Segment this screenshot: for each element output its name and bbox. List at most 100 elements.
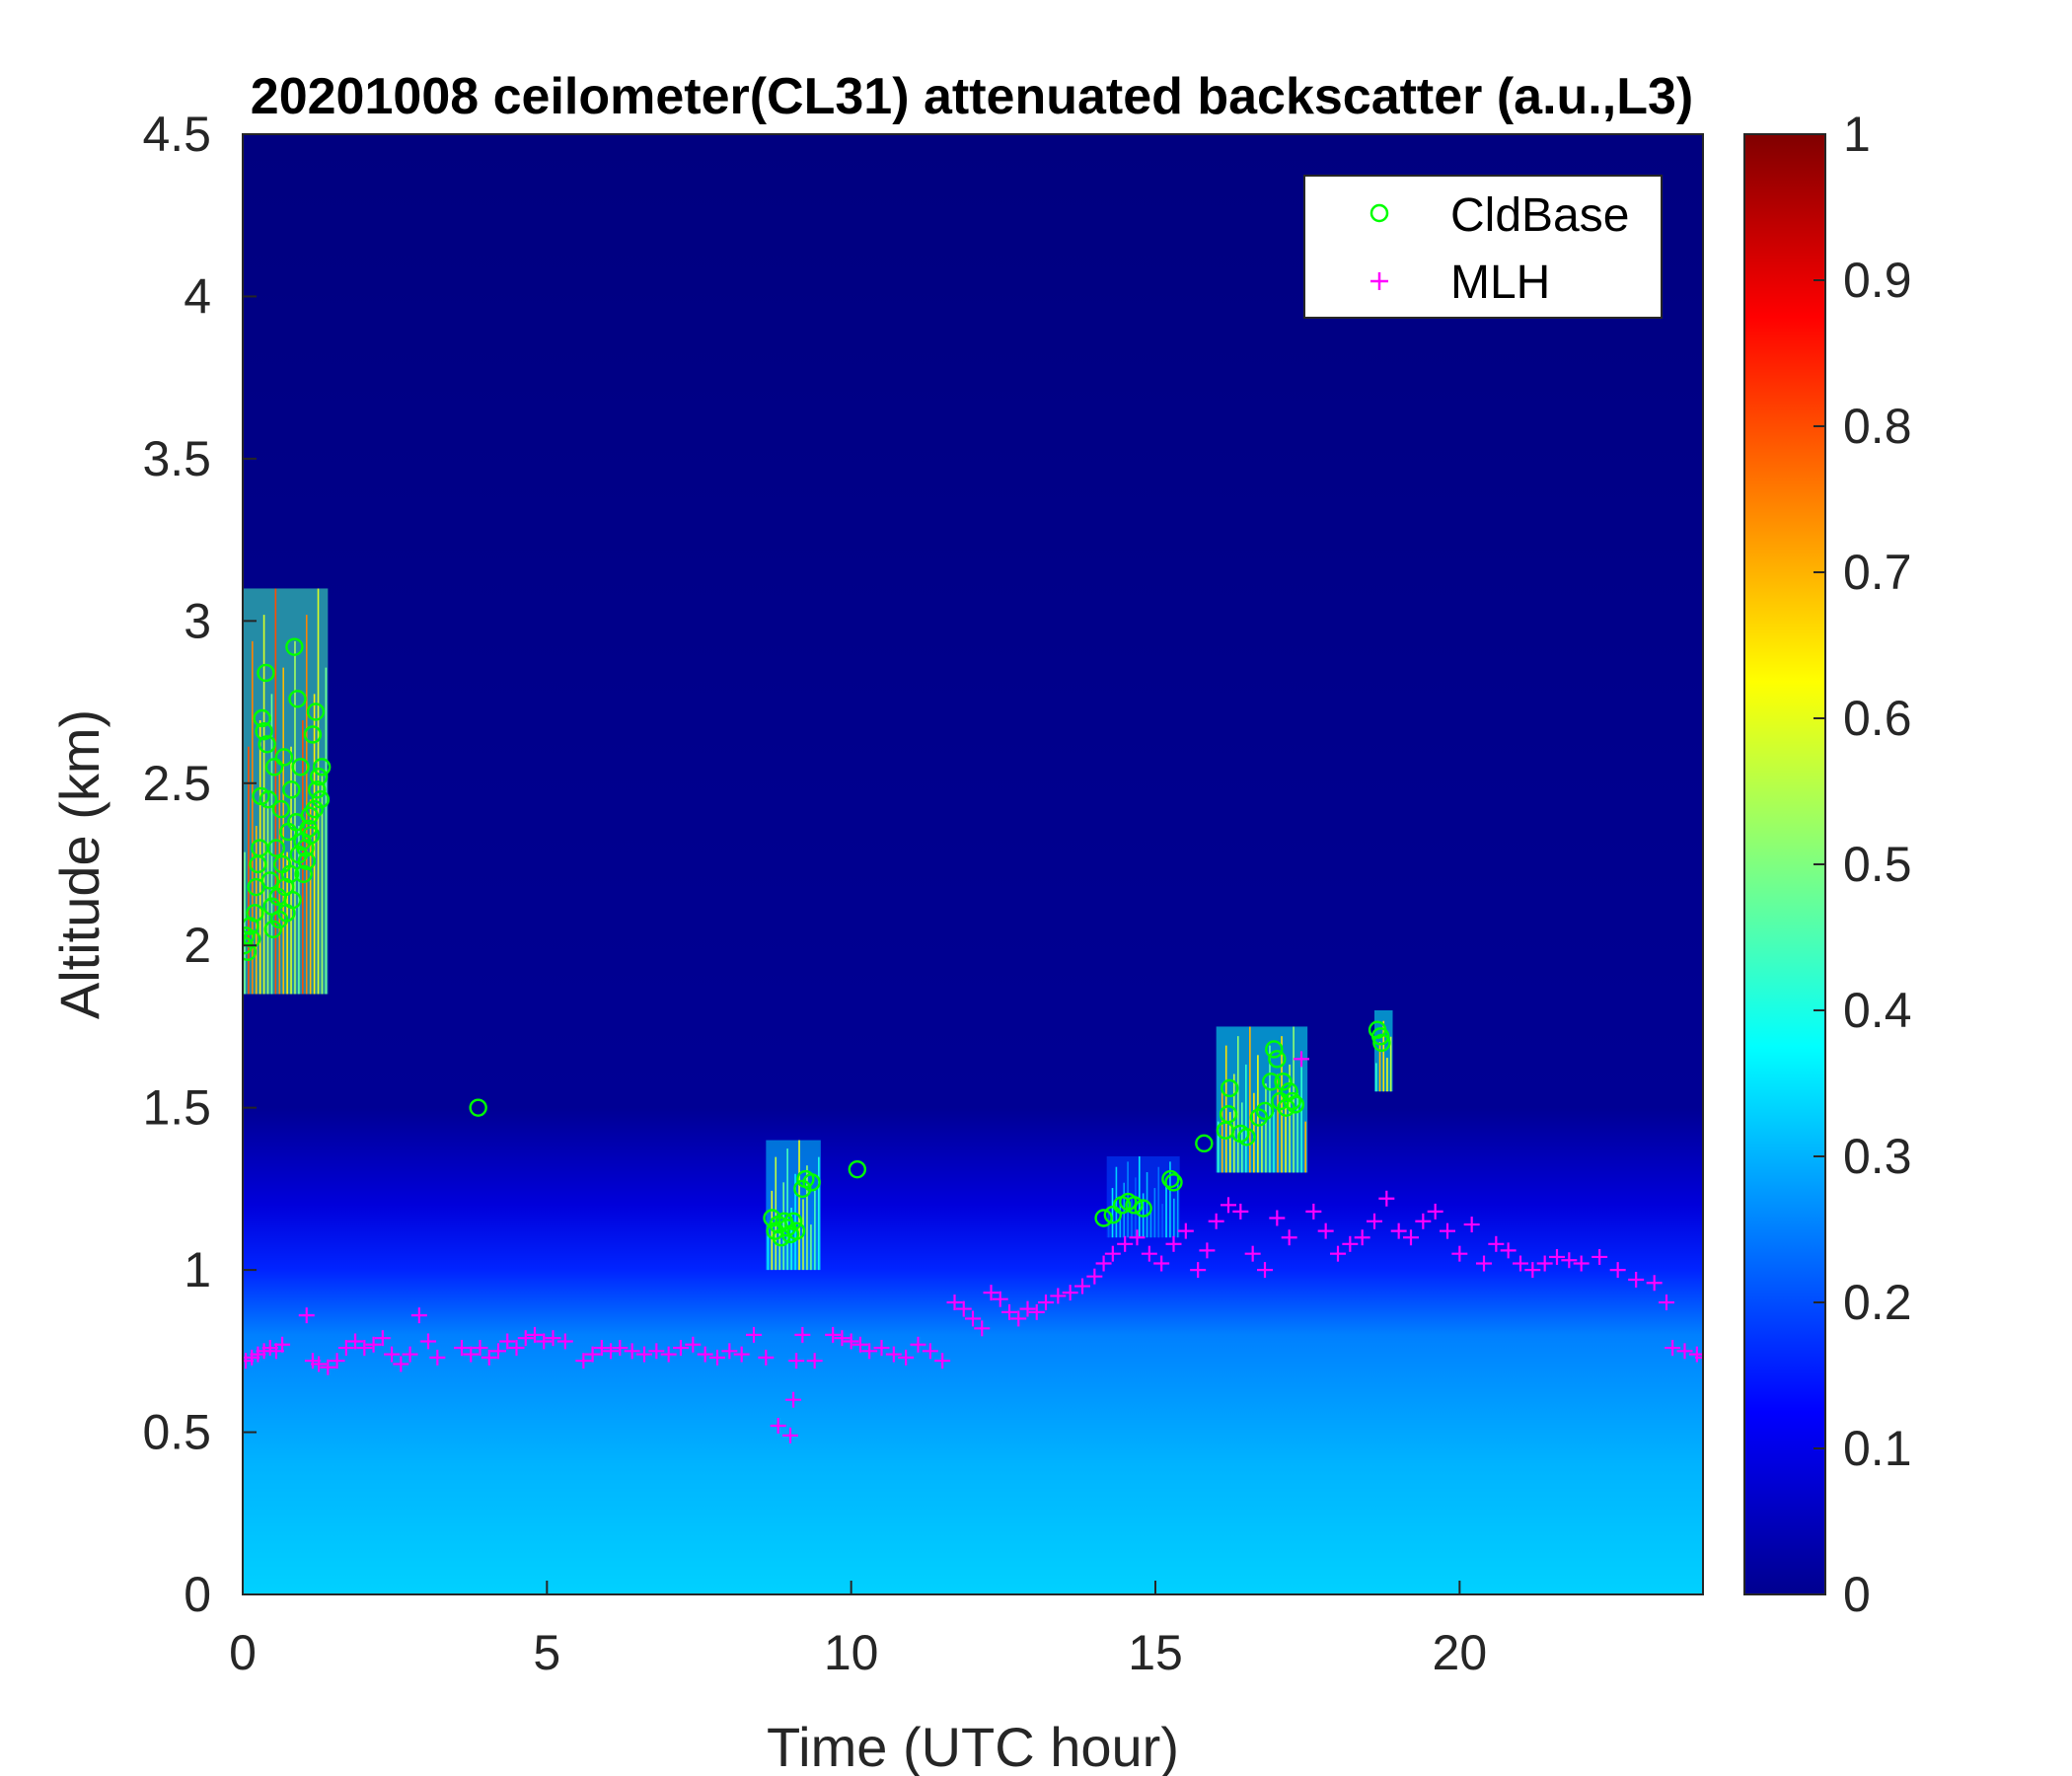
y-tick-label: 2.5	[142, 756, 211, 811]
cldbase-point	[1370, 1027, 1390, 1046]
mlh-point	[481, 1349, 497, 1366]
x-axis-label: Time (UTC hour)	[767, 1716, 1179, 1776]
mlh-point	[1573, 1255, 1590, 1272]
mlh-point	[1305, 1203, 1322, 1220]
cldbase-point	[1094, 1209, 1113, 1227]
colorbar-tick-label: 0.4	[1843, 983, 1912, 1038]
mlh-point	[1354, 1229, 1370, 1246]
cldbase-point	[274, 748, 294, 767]
cldbase-point	[1221, 1078, 1239, 1098]
mlh-point	[556, 1333, 573, 1350]
mlh-point	[1676, 1343, 1693, 1360]
mlh-point	[536, 1333, 553, 1350]
cldbase-point	[246, 904, 264, 923]
cldbase-point	[1164, 1173, 1183, 1192]
colorbar-tick-label: 0.1	[1843, 1421, 1912, 1476]
mlh-point	[733, 1346, 750, 1363]
colorbar-tick-label: 1	[1843, 107, 1871, 162]
mlh-point	[721, 1343, 738, 1360]
mlh-point	[1010, 1310, 1027, 1327]
mlh-point	[636, 1346, 652, 1363]
y-tick-label: 2	[184, 918, 211, 973]
mlh-point	[1549, 1248, 1565, 1265]
mlh-point	[499, 1333, 516, 1350]
mlh-point	[1427, 1203, 1443, 1220]
mlh-point	[1294, 1051, 1309, 1068]
chart-title: 20201008 ceilometer(CL31) attenuated bac…	[251, 68, 1693, 125]
mlh-point	[1524, 1262, 1541, 1279]
cldbase-point	[266, 839, 286, 857]
mlh-point	[365, 1336, 382, 1353]
mlh-point	[1415, 1213, 1432, 1229]
heatmap-background	[243, 134, 1703, 1594]
mlh-point	[1165, 1235, 1182, 1252]
mlh-point	[1330, 1245, 1346, 1262]
mlh-point	[922, 1343, 938, 1360]
colorbar-tick-label: 0.7	[1843, 545, 1912, 600]
legend-cldbase-label: CldBase	[1450, 189, 1629, 242]
mlh-point	[1500, 1242, 1517, 1259]
mlh-point	[974, 1320, 991, 1337]
cldbase-point	[243, 929, 261, 948]
mlh-point	[1141, 1245, 1157, 1262]
mlh-point	[806, 1353, 823, 1369]
mlh-point	[1317, 1222, 1334, 1239]
y-tick-label: 1.5	[142, 1080, 211, 1136]
y-axis: 0 0.5 1 1.5 2 2.5 3 3.5 4 4.5	[142, 107, 257, 1622]
mlh-point	[347, 1333, 364, 1350]
y-tick-label: 3.5	[142, 431, 211, 486]
cldbase-point	[1103, 1205, 1123, 1224]
mlh-point	[545, 1330, 561, 1347]
cldbase-point	[264, 758, 284, 777]
mlh-point	[612, 1340, 629, 1357]
mlh-point	[788, 1353, 805, 1369]
mlh-point	[1050, 1288, 1067, 1304]
mlh-point	[402, 1346, 418, 1363]
cldbase-point	[1125, 1196, 1144, 1215]
cldbase-point	[1261, 1073, 1281, 1091]
cldbase-point	[297, 851, 316, 870]
cldbase-point	[1134, 1199, 1152, 1218]
mlh-point	[1488, 1235, 1505, 1252]
mlh-point	[746, 1326, 762, 1343]
y-tick-label: 4	[184, 268, 211, 324]
mlh-point	[1367, 1213, 1382, 1229]
mlh-point	[758, 1349, 775, 1366]
mlh-point	[648, 1343, 665, 1360]
cldbase-point	[306, 703, 326, 721]
mlh-point	[1244, 1245, 1261, 1262]
cldbase-point	[285, 637, 304, 656]
mlh-point	[794, 1326, 811, 1343]
series-markers	[243, 637, 1703, 1443]
x-tick-label: 5	[533, 1625, 560, 1680]
mlh-point	[1440, 1222, 1455, 1239]
mlh-point	[983, 1285, 999, 1301]
mlh-point	[1104, 1245, 1121, 1262]
mlh-point	[1117, 1235, 1134, 1252]
y-tick-label: 0.5	[142, 1405, 211, 1460]
mlh-point	[298, 1307, 315, 1324]
mlh-point	[575, 1353, 592, 1369]
mlh-point	[1269, 1210, 1286, 1226]
mlh-point	[685, 1336, 702, 1353]
mlh-point	[965, 1310, 981, 1327]
legend-mlh-marker	[1370, 272, 1388, 290]
cldbase-point	[283, 890, 302, 910]
mlh-point	[429, 1349, 446, 1366]
cldbase-point	[301, 826, 321, 845]
mlh-point	[770, 1417, 786, 1434]
cldbase-point	[793, 1179, 812, 1199]
mlh-point	[274, 1336, 291, 1353]
mlh-point	[1342, 1235, 1359, 1252]
cldbase-point	[1268, 1050, 1287, 1069]
cldbase-point	[1283, 1091, 1301, 1111]
mlh-point	[624, 1343, 640, 1360]
mlh-point	[1609, 1262, 1626, 1279]
mlh-point	[1095, 1255, 1112, 1272]
mlh-point	[311, 1356, 328, 1372]
cldbase-point	[1286, 1095, 1305, 1114]
mlh-point	[673, 1340, 689, 1357]
mlh-point	[898, 1349, 915, 1366]
mlh-point	[1019, 1300, 1036, 1317]
mlh-point	[946, 1295, 963, 1310]
